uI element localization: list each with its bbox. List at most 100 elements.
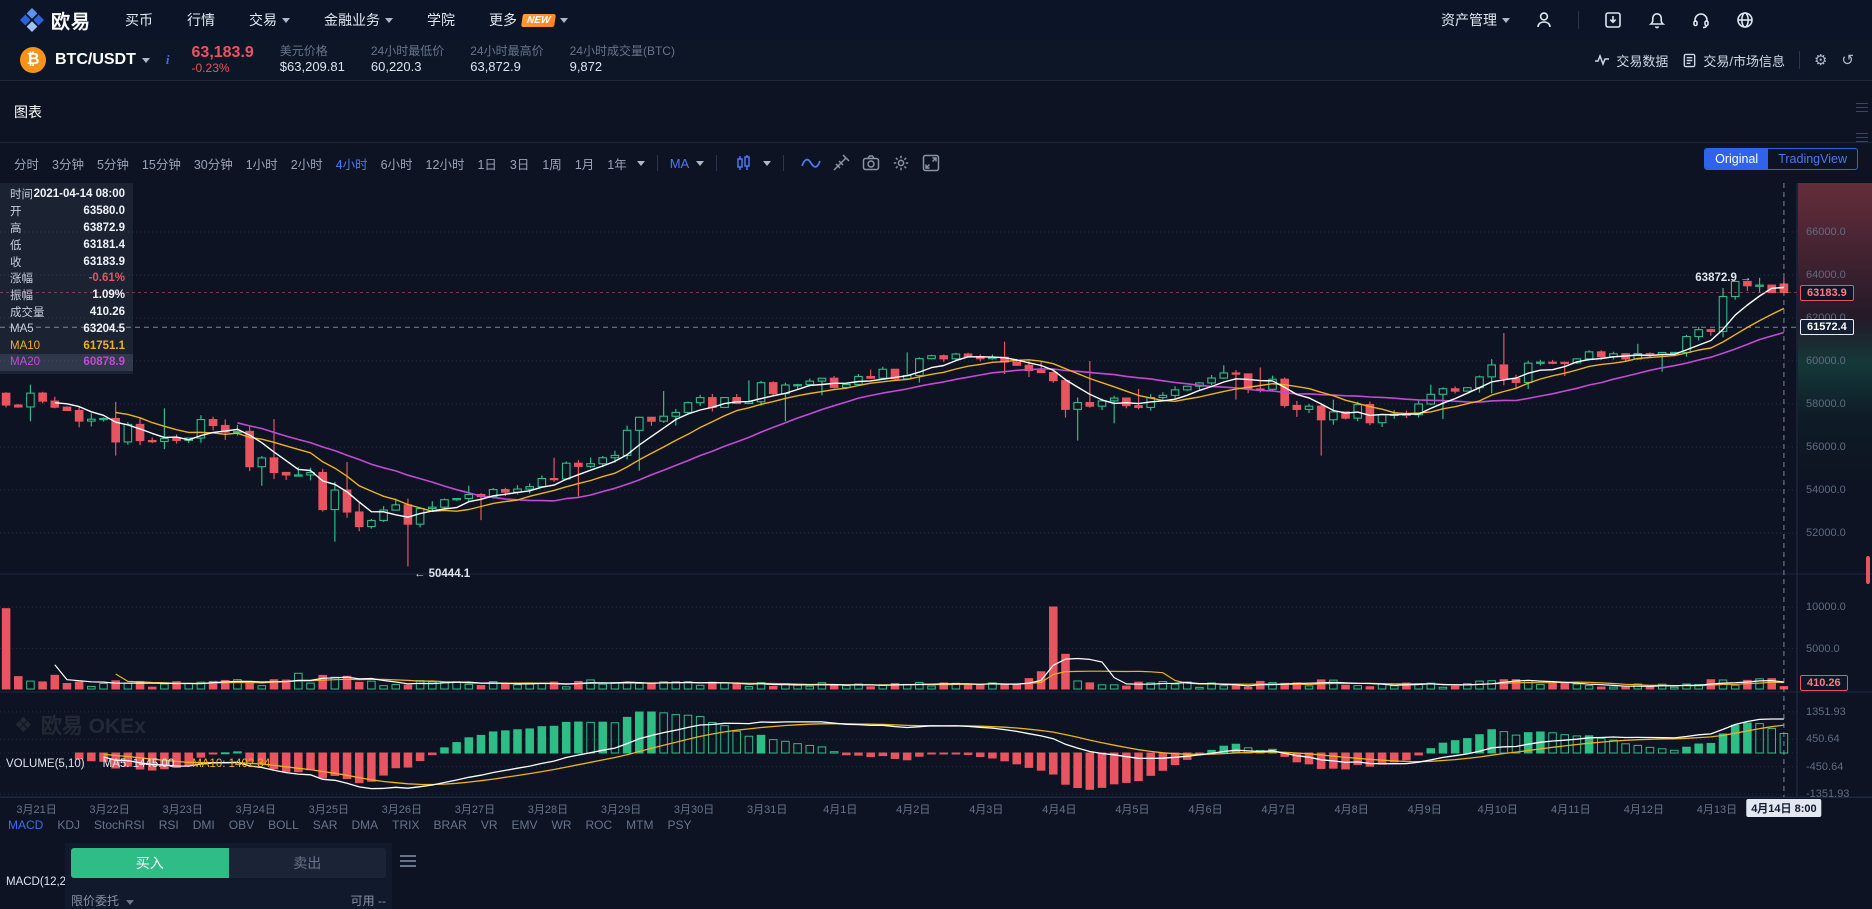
price-tick-60000.0: 60000.0 (1806, 355, 1846, 367)
timeframe-1小时[interactable]: 1小时 (245, 157, 278, 172)
timeframe-more-chevron-icon[interactable] (636, 160, 645, 166)
ohlc-legend-panel: 时间 2021-04-14 08:00 开 63580.0 高 63872.9 低 63181… (0, 183, 133, 374)
timeframe-2小时[interactable]: 2小时 (290, 157, 323, 172)
language-globe-icon[interactable] (1735, 10, 1755, 30)
indicator-tab-OBV[interactable]: OBV (228, 818, 255, 832)
trade-data-link[interactable]: 交易数据 (1594, 51, 1668, 70)
legend-row-振幅: 振幅 1.09% (10, 287, 125, 304)
volume-tick-5000.0: 5000.0 (1806, 642, 1840, 655)
new-badge: NEW (521, 13, 557, 27)
screenshot-camera-icon[interactable] (860, 152, 882, 174)
logo-text: 欧易 (51, 11, 92, 33)
toggle-tradingview[interactable]: TradingView (1778, 152, 1847, 166)
nav-item-label: 金融业务 (324, 12, 381, 28)
timeframe-3日[interactable]: 3日 (509, 157, 530, 172)
fullscreen-expand-icon[interactable] (920, 152, 942, 174)
price-change: -0.23% (191, 61, 230, 76)
indicator-tab-StochRSI[interactable]: StochRSI (94, 818, 145, 832)
chart-style-chevron-icon[interactable] (763, 160, 772, 166)
indicator-tab-RSI[interactable]: RSI (158, 818, 179, 832)
date-axis[interactable]: 3月21日 3月22日 3月23日 3月24日 3月25日 3月26日 3月27日 3月28日… (0, 797, 1872, 817)
ma-indicator-dropdown[interactable]: MA (669, 155, 690, 171)
chart-settings-gear-icon[interactable]: ⚙ (1813, 52, 1828, 69)
line-overlay-icon[interactable] (800, 152, 822, 174)
legend-row-收: 收 63183.9 (10, 253, 125, 270)
timeframe-3分钟[interactable]: 3分钟 (52, 157, 84, 172)
indicator-tab-MTM[interactable]: MTM (626, 818, 654, 832)
nav-item-1[interactable]: 买币 (125, 10, 153, 30)
assets-menu[interactable]: 资产管理 (1441, 10, 1510, 30)
pair-name[interactable]: BTC/USDT (55, 51, 136, 68)
pane-resize-handle-2[interactable] (1856, 130, 1868, 145)
ticker-stat-1: 美元价格 $63,209.81 (280, 44, 345, 76)
indicator-tab-DMI[interactable]: DMI (192, 818, 215, 832)
notification-bell-icon[interactable] (1647, 10, 1667, 30)
indicator-tab-WR[interactable]: WR (551, 818, 572, 832)
timeframe-1月[interactable]: 1月 (574, 157, 595, 172)
legend-value: 63183.9 (83, 255, 125, 268)
nav-item-5[interactable]: 学院 (427, 10, 455, 30)
timeframe-15分钟[interactable]: 15分钟 (141, 157, 181, 172)
nav-item-3[interactable]: 交易 (249, 10, 291, 30)
timeframe-30分钟[interactable]: 30分钟 (193, 157, 233, 172)
last-price-block: 63,183.9 -0.23% (192, 44, 254, 76)
timeframe-4小时[interactable]: 4小时 (335, 157, 368, 172)
timeframe-1周[interactable]: 1周 (542, 157, 562, 172)
market-info-link[interactable]: 交易/市场信息 (1682, 51, 1785, 70)
navbar-right: 资产管理 (1441, 10, 1755, 30)
nav-item-2[interactable]: 行情 (187, 10, 215, 30)
legend-value: 1.09% (92, 289, 125, 302)
date-label-3月23日: 3月23日 (162, 804, 203, 816)
reset-undo-icon[interactable]: ↺ (1841, 52, 1854, 69)
toggle-original[interactable]: Original (1705, 149, 1769, 169)
indicator-tab-ROC[interactable]: ROC (585, 818, 613, 832)
timeframe-12小时[interactable]: 12小时 (425, 157, 465, 172)
timeframe-1日[interactable]: 1日 (477, 157, 497, 172)
pane-resize-handle[interactable] (1856, 100, 1868, 115)
pair-chevron-down-icon[interactable] (141, 57, 150, 63)
indicator-tab-KDJ[interactable]: KDJ (57, 818, 81, 832)
indicator-tab-BRAR[interactable]: BRAR (433, 818, 467, 832)
drawing-tools-icon[interactable] (830, 152, 852, 174)
info-icon[interactable]: i (165, 52, 170, 67)
indicator-tab-BOLL[interactable]: BOLL (268, 818, 299, 832)
kline-svg[interactable] (0, 183, 1872, 797)
indicator-tab-TRIX[interactable]: TRIX (392, 818, 420, 832)
date-label-4月13日: 4月13日 (1696, 804, 1738, 816)
legend-label: 高 (10, 222, 22, 235)
date-label-3月30日: 3月30日 (673, 804, 715, 816)
chart-region[interactable]: 时间 2021-04-14 08:00 开 63580.0 高 63872.9 低 63181… (0, 183, 1872, 888)
indicator-tab-SAR[interactable]: SAR (312, 818, 338, 832)
indicator-settings-gear-icon[interactable] (890, 152, 912, 174)
candlestick-style-icon[interactable] (733, 152, 755, 174)
legend-label: 收 (10, 256, 22, 269)
order-panel-menu-icon[interactable] (400, 852, 416, 870)
assets-label: 资产管理 (1441, 12, 1497, 28)
legend-label: MA20 (10, 356, 41, 369)
nav-item-6[interactable]: 更多 NEW (489, 10, 569, 30)
timeframe-1年[interactable]: 1年 (607, 157, 627, 172)
indicator-tab-VR[interactable]: VR (480, 818, 498, 832)
buy-button[interactable]: 买入 (71, 848, 229, 878)
indicator-tab-PSY[interactable]: PSY (667, 818, 692, 832)
order-type-dropdown[interactable]: 限价委托 (71, 892, 135, 909)
indicator-tab-MACD[interactable]: MACD (8, 818, 44, 832)
ma-chevron-icon[interactable] (696, 160, 705, 166)
stat-value: 63,872.9 (470, 59, 521, 75)
indicator-tab-EMV[interactable]: EMV (511, 818, 538, 832)
timeframe-5分钟[interactable]: 5分钟 (96, 157, 129, 172)
date-label-3月24日: 3月24日 (235, 804, 276, 816)
timeframe-分时[interactable]: 分时 (14, 157, 40, 172)
legend-label: 涨幅 (10, 273, 33, 286)
tab-chart[interactable]: 图表 (14, 103, 42, 120)
indicator-tab-DMA[interactable]: DMA (351, 818, 379, 832)
sell-button[interactable]: 卖出 (228, 848, 386, 878)
download-app-icon[interactable] (1603, 10, 1623, 30)
timeframe-6小时[interactable]: 6小时 (380, 157, 413, 172)
top-navbar: 欧易 买币 行情 交易 金融业务 学院 更多 NEW 资产管理 (0, 0, 1872, 40)
date-label-3月31日: 3月31日 (746, 804, 788, 816)
user-icon[interactable] (1534, 10, 1554, 30)
nav-item-4[interactable]: 金融业务 (324, 10, 394, 30)
okx-logo[interactable]: 欧易 (20, 7, 91, 34)
support-headset-icon[interactable] (1691, 10, 1711, 30)
